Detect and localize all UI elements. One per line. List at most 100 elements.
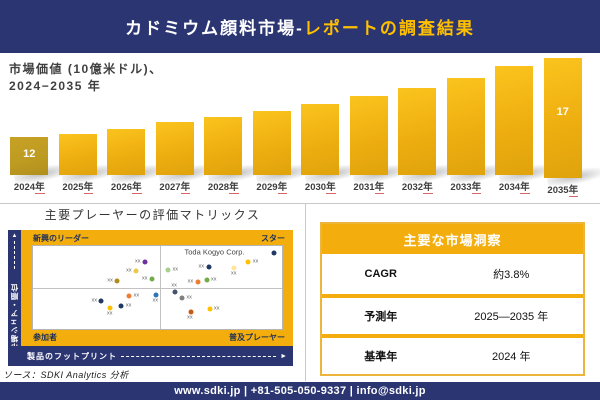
- x-axis-tick-label: 2025年: [62, 181, 94, 194]
- player-dot: [107, 305, 113, 310]
- matrix-dot: xx: [187, 309, 194, 321]
- matrix-dot: xx: [199, 263, 212, 269]
- chart-axis-caption: 市場価値 (10億米ドル)、 2024−2035 年: [9, 61, 163, 95]
- x-axis-tick-label: 2031年: [353, 181, 385, 194]
- insights-row-value: 約3.8%: [493, 269, 530, 281]
- value-bar: [349, 95, 388, 175]
- x-axis-tick-label: 2035年: [547, 185, 579, 197]
- footer-banner: www.sdki.jp | +81-505-050-9337 | info@sd…: [0, 382, 600, 400]
- insights-row-label: 基準年: [364, 351, 398, 363]
- page-title: カドミウム顔料市場-レポートの調査結果: [125, 14, 475, 39]
- bar-area: [199, 58, 272, 186]
- matrix-dot: xx: [231, 265, 237, 277]
- quadrant-label-participants: 参加者: [33, 333, 57, 342]
- value-bar: [204, 116, 243, 175]
- matrix-dot: xx: [153, 292, 159, 303]
- player-dot-label: xx: [152, 297, 159, 304]
- player-evaluation-matrix: ▲ 市場シェア・順位 新興のリーダー スター 参加者 普及プレーヤー Toda …: [8, 230, 293, 366]
- value-bar: [398, 87, 437, 175]
- quadrant-label-star: スター: [261, 234, 285, 243]
- value-bar: [107, 128, 146, 175]
- player-dot-label: xx: [198, 263, 205, 269]
- matrix-dot: xx: [126, 293, 139, 299]
- player-dot-label: xx: [214, 305, 220, 312]
- player-dot: [195, 279, 201, 285]
- matrix-dot: xx: [142, 276, 155, 282]
- insights-row-cagr: CAGR 約3.8%: [322, 254, 583, 294]
- bar-slot-2024: 12 2024年: [5, 58, 78, 196]
- player-dot-label: xx: [125, 302, 132, 309]
- matrix-dot: xx: [126, 268, 139, 274]
- player-dot-label: xx: [133, 292, 140, 299]
- bar-slot-2030: 2030年: [296, 58, 369, 196]
- matrix-title: 主要プレーヤーの評価マトリックス: [44, 208, 261, 222]
- vertical-divider: [305, 204, 306, 381]
- x-axis-tick-label: 2032年: [401, 181, 433, 194]
- bar-area: [102, 58, 175, 186]
- insights-row-value: 2025—2035 年: [474, 311, 549, 323]
- bar-area: 17: [539, 58, 600, 190]
- player-dot: [114, 278, 120, 284]
- player-dot: [153, 292, 159, 298]
- bar-slot-2028: 2028年: [199, 58, 272, 196]
- matrix-dot: xx: [107, 305, 113, 316]
- bar-area: [296, 58, 369, 186]
- insights-row-基準年: 基準年 2024 年: [322, 334, 583, 374]
- player-dot: [165, 267, 171, 273]
- bar-area: [393, 58, 466, 186]
- quadrant-label-emerging-leaders: 新興のリーダー: [33, 234, 89, 243]
- x-axis-tick-label: 2033年: [450, 181, 482, 194]
- page-title-main: カドミウム顔料市場-: [125, 19, 304, 38]
- matrix-dot: xx: [165, 267, 178, 273]
- player-dot: [126, 293, 132, 299]
- report-title-banner: カドミウム顔料市場-レポートの調査結果: [0, 0, 600, 53]
- insights-table-title: 主要な市場洞察: [322, 224, 583, 254]
- bar-area: [54, 58, 127, 186]
- player-dot-label: xx: [187, 278, 194, 285]
- matrix-dot: xx: [135, 258, 148, 265]
- player-dot-label: xx: [126, 267, 132, 274]
- value-bar: [58, 133, 97, 175]
- x-axis-tick-label: 2030年: [304, 181, 336, 194]
- player-dot-label: xx: [142, 275, 148, 282]
- x-axis-tick-label: 2028年: [207, 181, 239, 194]
- player-dot: [118, 303, 124, 309]
- insights-row-value: 2024 年: [491, 351, 531, 363]
- player-dot: [207, 306, 213, 312]
- player-dot: [206, 264, 212, 269]
- source-note: ソース：SDKI Analytics 分析: [3, 370, 129, 380]
- bar-area: 12: [5, 58, 78, 186]
- x-axis-tick-label: 2029年: [256, 181, 288, 194]
- chart-caption-line1: 市場価値 (10億米ドル)、: [9, 62, 163, 76]
- player-dot: [98, 298, 104, 304]
- value-bar: [301, 103, 340, 175]
- player-dot: [188, 309, 194, 315]
- matrix-dot: xx: [179, 295, 192, 301]
- quadrant-divider-vertical: [159, 246, 161, 329]
- player-dot: [133, 268, 139, 274]
- player-dot: [142, 259, 148, 265]
- bar-area: [442, 58, 515, 186]
- insights-table-body: CAGR 約3.8% 予測年 2025—2035 年基準年 2024 年: [322, 254, 583, 374]
- matrix-dot: xx: [91, 297, 104, 304]
- matrix-frame: 新興のリーダー スター 参加者 普及プレーヤー Toda Kogyo Corp.…: [21, 230, 293, 346]
- market-insights-table: 主要な市場洞察 CAGR 約3.8% 予測年 2025—2035 年基準年 2024 年: [320, 222, 585, 376]
- dashed-line-horizontal: [121, 355, 277, 357]
- value-bar: 17: [543, 58, 582, 178]
- value-bar: [495, 65, 534, 175]
- bar-slot-2025: 2025年: [54, 58, 127, 196]
- matrix-dot: xx: [171, 283, 178, 295]
- matrix-x-axis: 製品のフットプリント ►: [21, 346, 293, 366]
- dashed-line-vertical: [14, 241, 15, 269]
- player-dot: [271, 250, 277, 256]
- player-dot-label: xx: [211, 276, 217, 283]
- value-bar: [155, 121, 194, 175]
- value-bar: [446, 77, 485, 175]
- insights-row-予測年: 予測年 2025—2035 年: [322, 294, 583, 334]
- page-title-accent: レポートの調査結果: [303, 19, 475, 38]
- x-axis-tick-label: 2027年: [159, 181, 191, 194]
- bar-value-label: 12: [23, 147, 36, 160]
- arrow-right-icon: ►: [280, 352, 287, 360]
- player-dot-label: xx: [187, 314, 193, 321]
- market-value-bar-chart: 12 2024年 2025年 2026年 2027年 2028年 2029年 2030年 203…: [5, 58, 600, 197]
